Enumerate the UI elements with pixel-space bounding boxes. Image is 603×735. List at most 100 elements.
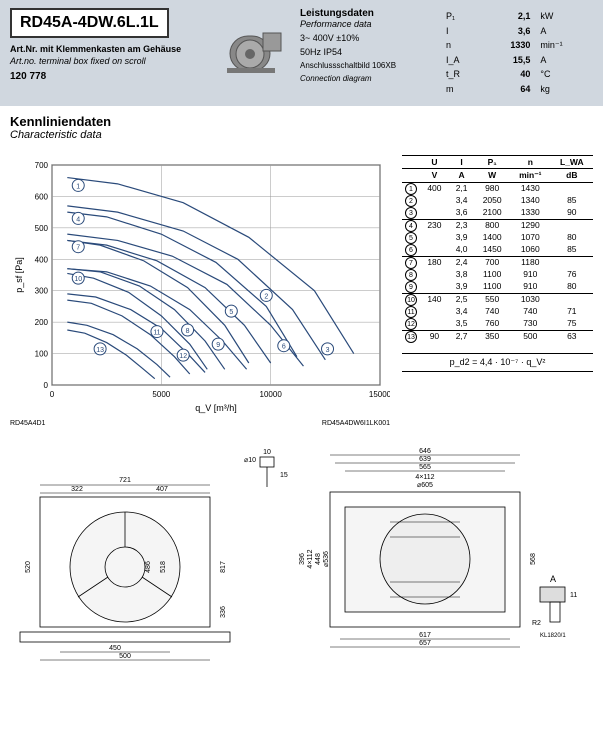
td-rpm: 1060 <box>510 244 551 257</box>
dtable-header: n <box>510 155 551 168</box>
svg-text:817: 817 <box>220 561 227 573</box>
svg-text:486: 486 <box>145 561 152 573</box>
svg-text:12: 12 <box>179 353 187 360</box>
section-header: Kennliniendaten Characteristic data <box>0 106 603 155</box>
dtable-unit: V <box>420 168 449 182</box>
dtable-unit: min⁻¹ <box>510 168 551 182</box>
td-u <box>420 232 449 244</box>
svg-text:0: 0 <box>44 381 49 390</box>
svg-text:11: 11 <box>570 592 577 599</box>
svg-text:10: 10 <box>263 449 271 456</box>
td-p: 1100 <box>474 281 510 294</box>
svg-text:6: 6 <box>282 343 286 350</box>
conn-de: Anschlussschaltbild 106XB <box>300 61 430 70</box>
td-rpm: 730 <box>510 318 551 331</box>
spec-unit: kg <box>536 83 591 96</box>
td-u: 400 <box>420 182 449 195</box>
row-num: 13 <box>402 330 420 343</box>
td-u <box>420 207 449 220</box>
artno-label-en: Art.no. <box>10 56 37 66</box>
td-db: 90 <box>551 207 593 220</box>
technical-drawings: 721 322 407 520 450 500 486 518 817 336 … <box>10 437 593 667</box>
svg-text:⌀10: ⌀10 <box>244 457 256 464</box>
row-num: 9 <box>402 281 420 294</box>
svg-text:10000: 10000 <box>260 390 283 399</box>
td-i: 3,4 <box>449 306 474 318</box>
voltage: 3~ 400V ±10% <box>300 33 430 43</box>
td-p: 980 <box>474 182 510 195</box>
chart-footer-right: RD45A4DW6I1LK001 <box>322 420 390 427</box>
td-i: 3,8 <box>449 269 474 281</box>
section-title-en: Characteristic data <box>10 129 593 141</box>
svg-text:4: 4 <box>76 216 80 223</box>
svg-text:15000: 15000 <box>369 390 390 399</box>
svg-text:2: 2 <box>264 293 268 300</box>
row-num: 10 <box>402 293 420 306</box>
section-title-de: Kennliniendaten <box>10 114 593 129</box>
td-i: 2,5 <box>449 293 474 306</box>
svg-text:518: 518 <box>160 561 167 573</box>
td-u <box>420 195 449 207</box>
td-db <box>551 182 593 195</box>
svg-text:565: 565 <box>419 464 431 471</box>
header-panel: RD45A-4DW.6L.1L Art.Nr. mit Klemmenkaste… <box>0 0 603 106</box>
svg-text:322: 322 <box>71 486 83 493</box>
svg-text:500: 500 <box>35 223 49 232</box>
spec-val: 64 <box>484 83 535 96</box>
row-num: 7 <box>402 256 420 269</box>
freq-ip: 50Hz IP54 <box>300 47 430 57</box>
td-db: 80 <box>551 281 593 294</box>
spec-val: 2,1 <box>484 10 535 23</box>
fan-icon <box>225 28 285 78</box>
td-i: 2,3 <box>449 219 474 232</box>
td-p: 2050 <box>474 195 510 207</box>
row-num: 4 <box>402 219 420 232</box>
td-rpm: 910 <box>510 281 551 294</box>
spec-unit: °C <box>536 68 591 81</box>
model-title: RD45A-4DW.6L.1L <box>10 8 169 38</box>
perf-title-en: Performance data <box>300 19 430 29</box>
td-p: 350 <box>474 330 510 343</box>
svg-text:568: 568 <box>530 553 537 565</box>
spec-unit: A <box>536 25 591 38</box>
svg-text:11: 11 <box>153 329 160 336</box>
svg-text:q_V [m³/h]: q_V [m³/h] <box>195 403 237 413</box>
header-specs: P₁2,1kWI3,6An1330min⁻¹I_A15,5At_R40°Cm64… <box>440 8 593 98</box>
svg-text:13: 13 <box>96 346 104 353</box>
td-rpm: 1030 <box>510 293 551 306</box>
td-db <box>551 219 593 232</box>
td-db: 75 <box>551 318 593 331</box>
svg-text:396: 396 <box>299 553 306 565</box>
td-rpm: 740 <box>510 306 551 318</box>
header-mid: Leistungsdaten Performance data 3~ 400V … <box>300 8 430 98</box>
row-num: 11 <box>402 306 420 318</box>
td-u: 90 <box>420 330 449 343</box>
td-u <box>420 306 449 318</box>
td-i: 2,7 <box>449 330 474 343</box>
td-rpm: 1290 <box>510 219 551 232</box>
spec-unit: kW <box>536 10 591 23</box>
svg-text:657: 657 <box>419 640 431 647</box>
dtable-unit <box>402 168 420 182</box>
svg-text:⌀605: ⌀605 <box>417 482 433 489</box>
spec-sym: P₁ <box>442 10 482 23</box>
td-u: 230 <box>420 219 449 232</box>
svg-text:5000: 5000 <box>152 390 170 399</box>
td-rpm: 1430 <box>510 182 551 195</box>
spec-table: P₁2,1kWI3,6An1330min⁻¹I_A15,5At_R40°Cm64… <box>440 8 593 98</box>
dtable-unit: A <box>449 168 474 182</box>
conn-en: Connection diagram <box>300 74 430 83</box>
spec-sym: n <box>442 39 482 52</box>
svg-text:639: 639 <box>419 456 431 463</box>
td-db: 71 <box>551 306 593 318</box>
td-db: 80 <box>551 232 593 244</box>
td-p: 2100 <box>474 207 510 220</box>
td-u <box>420 318 449 331</box>
spec-sym: I <box>442 25 482 38</box>
dtable-unit: dB <box>551 168 593 182</box>
td-p: 740 <box>474 306 510 318</box>
formula: p_d2 = 4,4 · 10⁻⁷ · q_V² <box>402 353 593 372</box>
td-p: 1400 <box>474 232 510 244</box>
td-i: 3,4 <box>449 195 474 207</box>
row-num: 3 <box>402 207 420 220</box>
